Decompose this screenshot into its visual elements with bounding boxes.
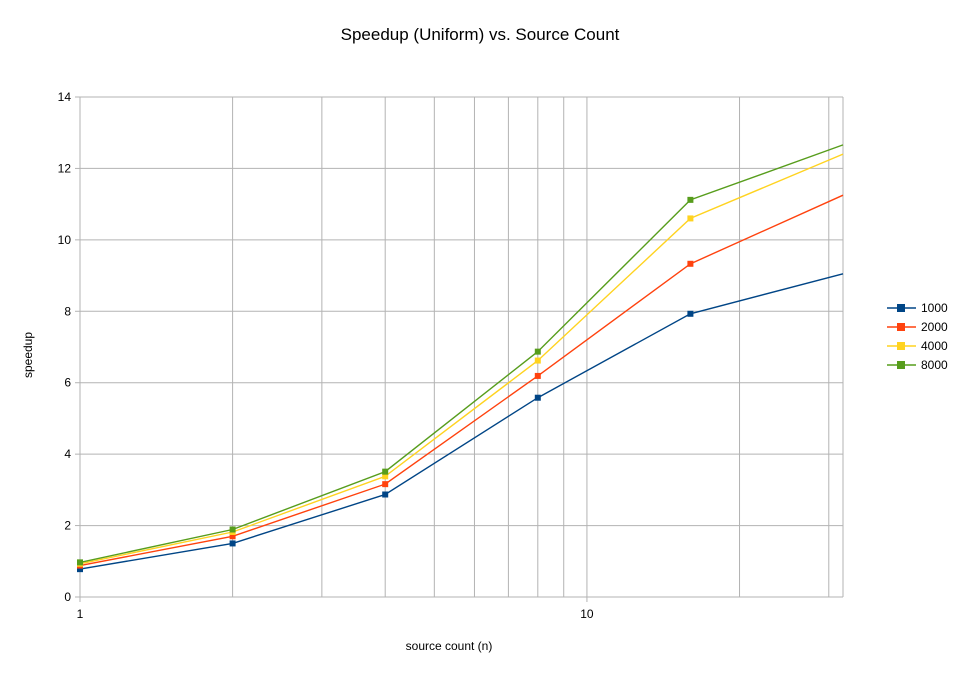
y-tick-label: 8 bbox=[64, 304, 71, 318]
data-point bbox=[534, 372, 541, 379]
legend: 1000 2000 4000 8000 bbox=[887, 301, 948, 372]
x-tick-label: 10 bbox=[580, 607, 594, 621]
data-point bbox=[534, 357, 541, 364]
data-point bbox=[382, 481, 389, 488]
y-axis-label: speedup bbox=[21, 332, 35, 378]
data-point bbox=[77, 559, 83, 566]
data-point bbox=[382, 491, 389, 498]
data-point bbox=[687, 196, 694, 203]
legend-label-2000: 2000 bbox=[921, 320, 948, 334]
y-tick-label: 4 bbox=[64, 447, 71, 461]
legend-label-1000: 1000 bbox=[921, 301, 948, 315]
x-axis-label: source count (n) bbox=[406, 639, 493, 653]
y-tick-label: 6 bbox=[64, 376, 71, 390]
series-2000 bbox=[77, 194, 844, 569]
legend-marker-4000 bbox=[897, 342, 905, 350]
series-4000 bbox=[77, 153, 844, 567]
y-tick-label: 12 bbox=[58, 161, 72, 175]
data-point bbox=[229, 533, 236, 540]
data-point bbox=[382, 468, 389, 475]
series-line bbox=[79, 153, 844, 565]
data-point bbox=[382, 473, 389, 480]
data-point bbox=[229, 526, 236, 533]
y-tick-label: 10 bbox=[58, 233, 72, 247]
legend-marker-2000 bbox=[897, 323, 905, 331]
y-tick-label: 0 bbox=[64, 590, 71, 604]
data-point bbox=[687, 310, 694, 317]
data-point bbox=[687, 215, 694, 222]
data-point bbox=[534, 348, 541, 355]
legend-marker-1000 bbox=[897, 304, 905, 312]
series-8000 bbox=[77, 144, 844, 566]
data-point bbox=[229, 540, 236, 547]
legend-label-4000: 4000 bbox=[921, 339, 948, 353]
legend-marker-8000 bbox=[897, 361, 905, 369]
y-tick-label: 2 bbox=[64, 519, 71, 533]
grid bbox=[79, 96, 844, 598]
series-line bbox=[79, 273, 844, 570]
axes: 0 2 4 6 8 10 12 14 1 10 bbox=[58, 90, 594, 621]
series-line bbox=[79, 144, 844, 564]
legend-label-8000: 8000 bbox=[921, 358, 948, 372]
series-line bbox=[79, 194, 844, 567]
x-tick-label: 1 bbox=[77, 607, 84, 621]
chart-title: Speedup (Uniform) vs. Source Count bbox=[341, 25, 620, 44]
y-tick-label: 14 bbox=[58, 90, 72, 104]
series-1000 bbox=[77, 273, 844, 573]
data-point bbox=[77, 566, 83, 573]
data-point bbox=[534, 394, 541, 401]
data-point bbox=[687, 260, 694, 267]
series-group bbox=[77, 144, 844, 573]
